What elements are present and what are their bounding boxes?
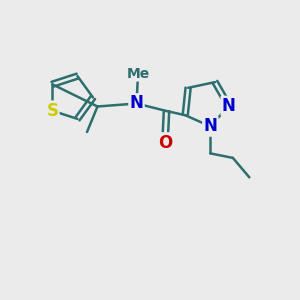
- Text: N: N: [130, 94, 143, 112]
- Text: N: N: [222, 97, 236, 115]
- Text: Me: Me: [126, 67, 150, 80]
- Text: O: O: [158, 134, 172, 152]
- Text: N: N: [203, 117, 217, 135]
- Text: S: S: [46, 102, 58, 120]
